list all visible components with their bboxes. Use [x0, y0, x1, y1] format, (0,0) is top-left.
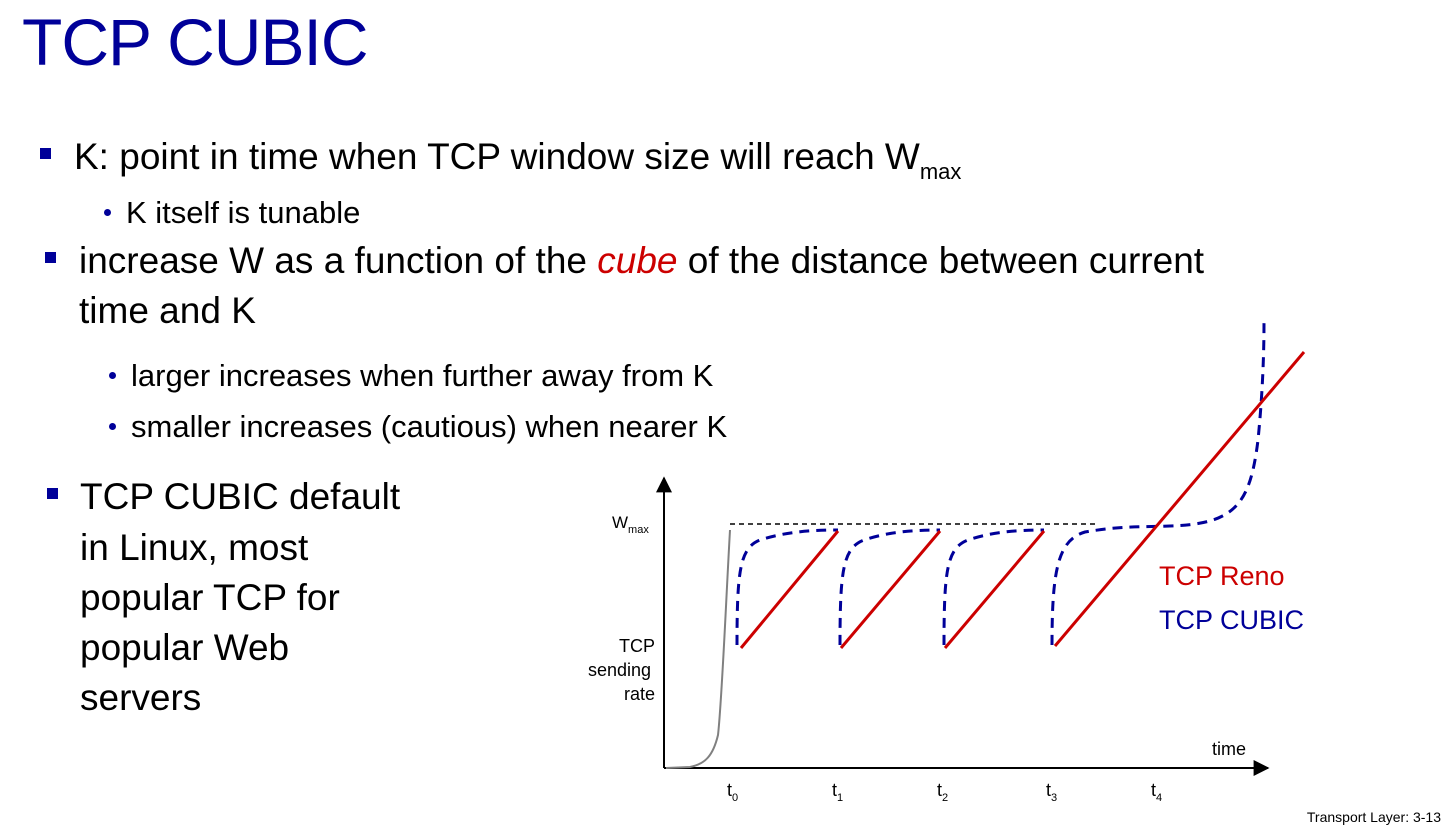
tick-label-t0: t0: [727, 780, 738, 804]
sub-bullet-larger-increases: larger increases when further away from …: [109, 356, 714, 396]
bullet-increase-line1-post: of the distance between current: [677, 240, 1205, 281]
wmax-subscript: max: [919, 159, 962, 184]
ylabel-line: rate: [624, 684, 655, 704]
sub-bullet-text: K itself is tunable: [126, 195, 361, 230]
ylabel-line: sending: [588, 660, 651, 680]
reno-segment: [1053, 351, 1306, 647]
reno-segment: [739, 530, 840, 649]
sub-bullet-smaller-increases: smaller increases (cautious) when nearer…: [109, 407, 728, 447]
reno-series: [739, 351, 1306, 649]
reno-segment: [839, 530, 942, 649]
cube-emphasis: cube: [597, 240, 678, 281]
square-bullet-icon: [47, 488, 58, 499]
slow-start-curve: [665, 529, 731, 769]
tick-label-t1: t1: [832, 780, 843, 804]
bullet-cubic-line: popular Web: [80, 627, 290, 668]
wmax-label: Wmax: [612, 513, 649, 536]
sub-bullet-text: smaller increases (cautious) when nearer…: [131, 409, 728, 444]
bullet-increase-line1-pre: increase W as a function of the: [79, 240, 598, 281]
bullet-cubic-text: TCP CUBIC default: [80, 476, 401, 517]
bullet-cubic-line: popular TCP for: [80, 577, 340, 618]
dot-bullet-icon: [109, 372, 116, 379]
bullet-cubic-line: TCP CUBIC default: [47, 473, 401, 521]
xlabel: time: [1212, 739, 1246, 759]
bullet-cubic-line: in Linux, most: [80, 527, 309, 568]
legend-cubic: TCP CUBIC: [1159, 605, 1304, 635]
tick-label-t3: t3: [1046, 780, 1057, 804]
square-bullet-icon: [45, 252, 56, 263]
legend-reno: TCP Reno: [1159, 561, 1285, 591]
bullet-k-text: K: point in time when TCP window size wi…: [74, 136, 920, 177]
cubic-series: [735, 321, 1266, 646]
sub-bullet-k-tunable: K itself is tunable: [104, 193, 361, 233]
bullet-cubic-line: servers: [80, 677, 202, 718]
cubic-segment: [1050, 321, 1266, 646]
tick-label-t2: t2: [937, 780, 948, 804]
bullet-increase-line2: time and K: [79, 290, 256, 331]
slide-title: TCP CUBIC: [22, 5, 368, 79]
bullet-increase-w: increase W as a function of the cube of …: [45, 237, 1205, 285]
bullet-k-definition: K: point in time when TCP window size wi…: [40, 133, 962, 196]
slide-footer: Transport Layer: 3-13: [1306, 809, 1441, 825]
tick-label-t4: t4: [1151, 780, 1162, 804]
ylabel-line: TCP: [619, 636, 655, 656]
square-bullet-icon: [40, 148, 51, 159]
dot-bullet-icon: [104, 209, 111, 216]
reno-segment: [943, 530, 1046, 649]
dot-bullet-icon: [109, 423, 116, 430]
sub-bullet-text: larger increases when further away from …: [131, 358, 714, 393]
